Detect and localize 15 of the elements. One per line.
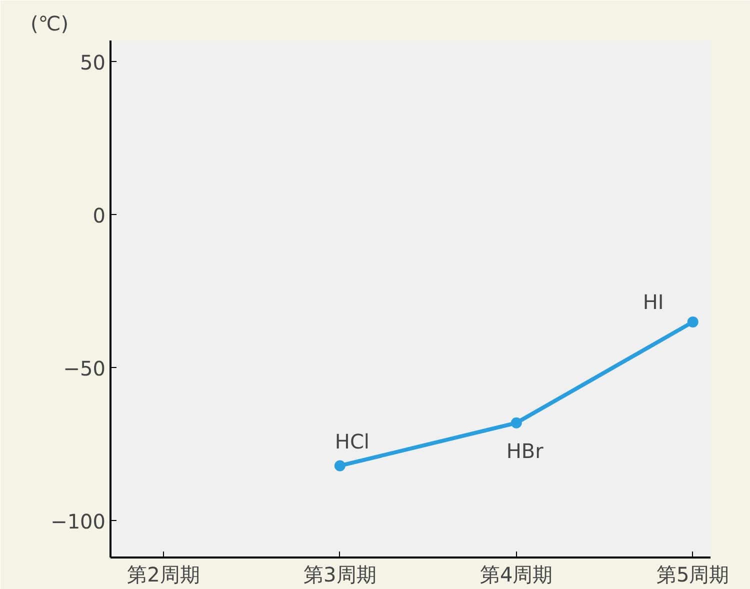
y-axis-title: (℃) xyxy=(30,12,69,36)
y-tick-label: 0 xyxy=(92,203,106,228)
y-tick-label: −100 xyxy=(50,509,106,534)
annotation: HCl xyxy=(334,430,370,454)
point xyxy=(687,316,698,328)
y-tick-label: −50 xyxy=(63,356,106,380)
x-tick-label: 第2周期 xyxy=(127,562,200,586)
x-tick-label: 第3周期 xyxy=(304,562,376,586)
point xyxy=(510,417,522,428)
annotation: HI xyxy=(642,290,664,314)
annotation: HBr xyxy=(506,438,544,463)
x-tick-label: 第5周期 xyxy=(656,562,730,586)
point xyxy=(334,460,346,472)
y-tick-label: 50 xyxy=(80,50,106,74)
x-tick-label: 第4周期 xyxy=(480,562,553,586)
